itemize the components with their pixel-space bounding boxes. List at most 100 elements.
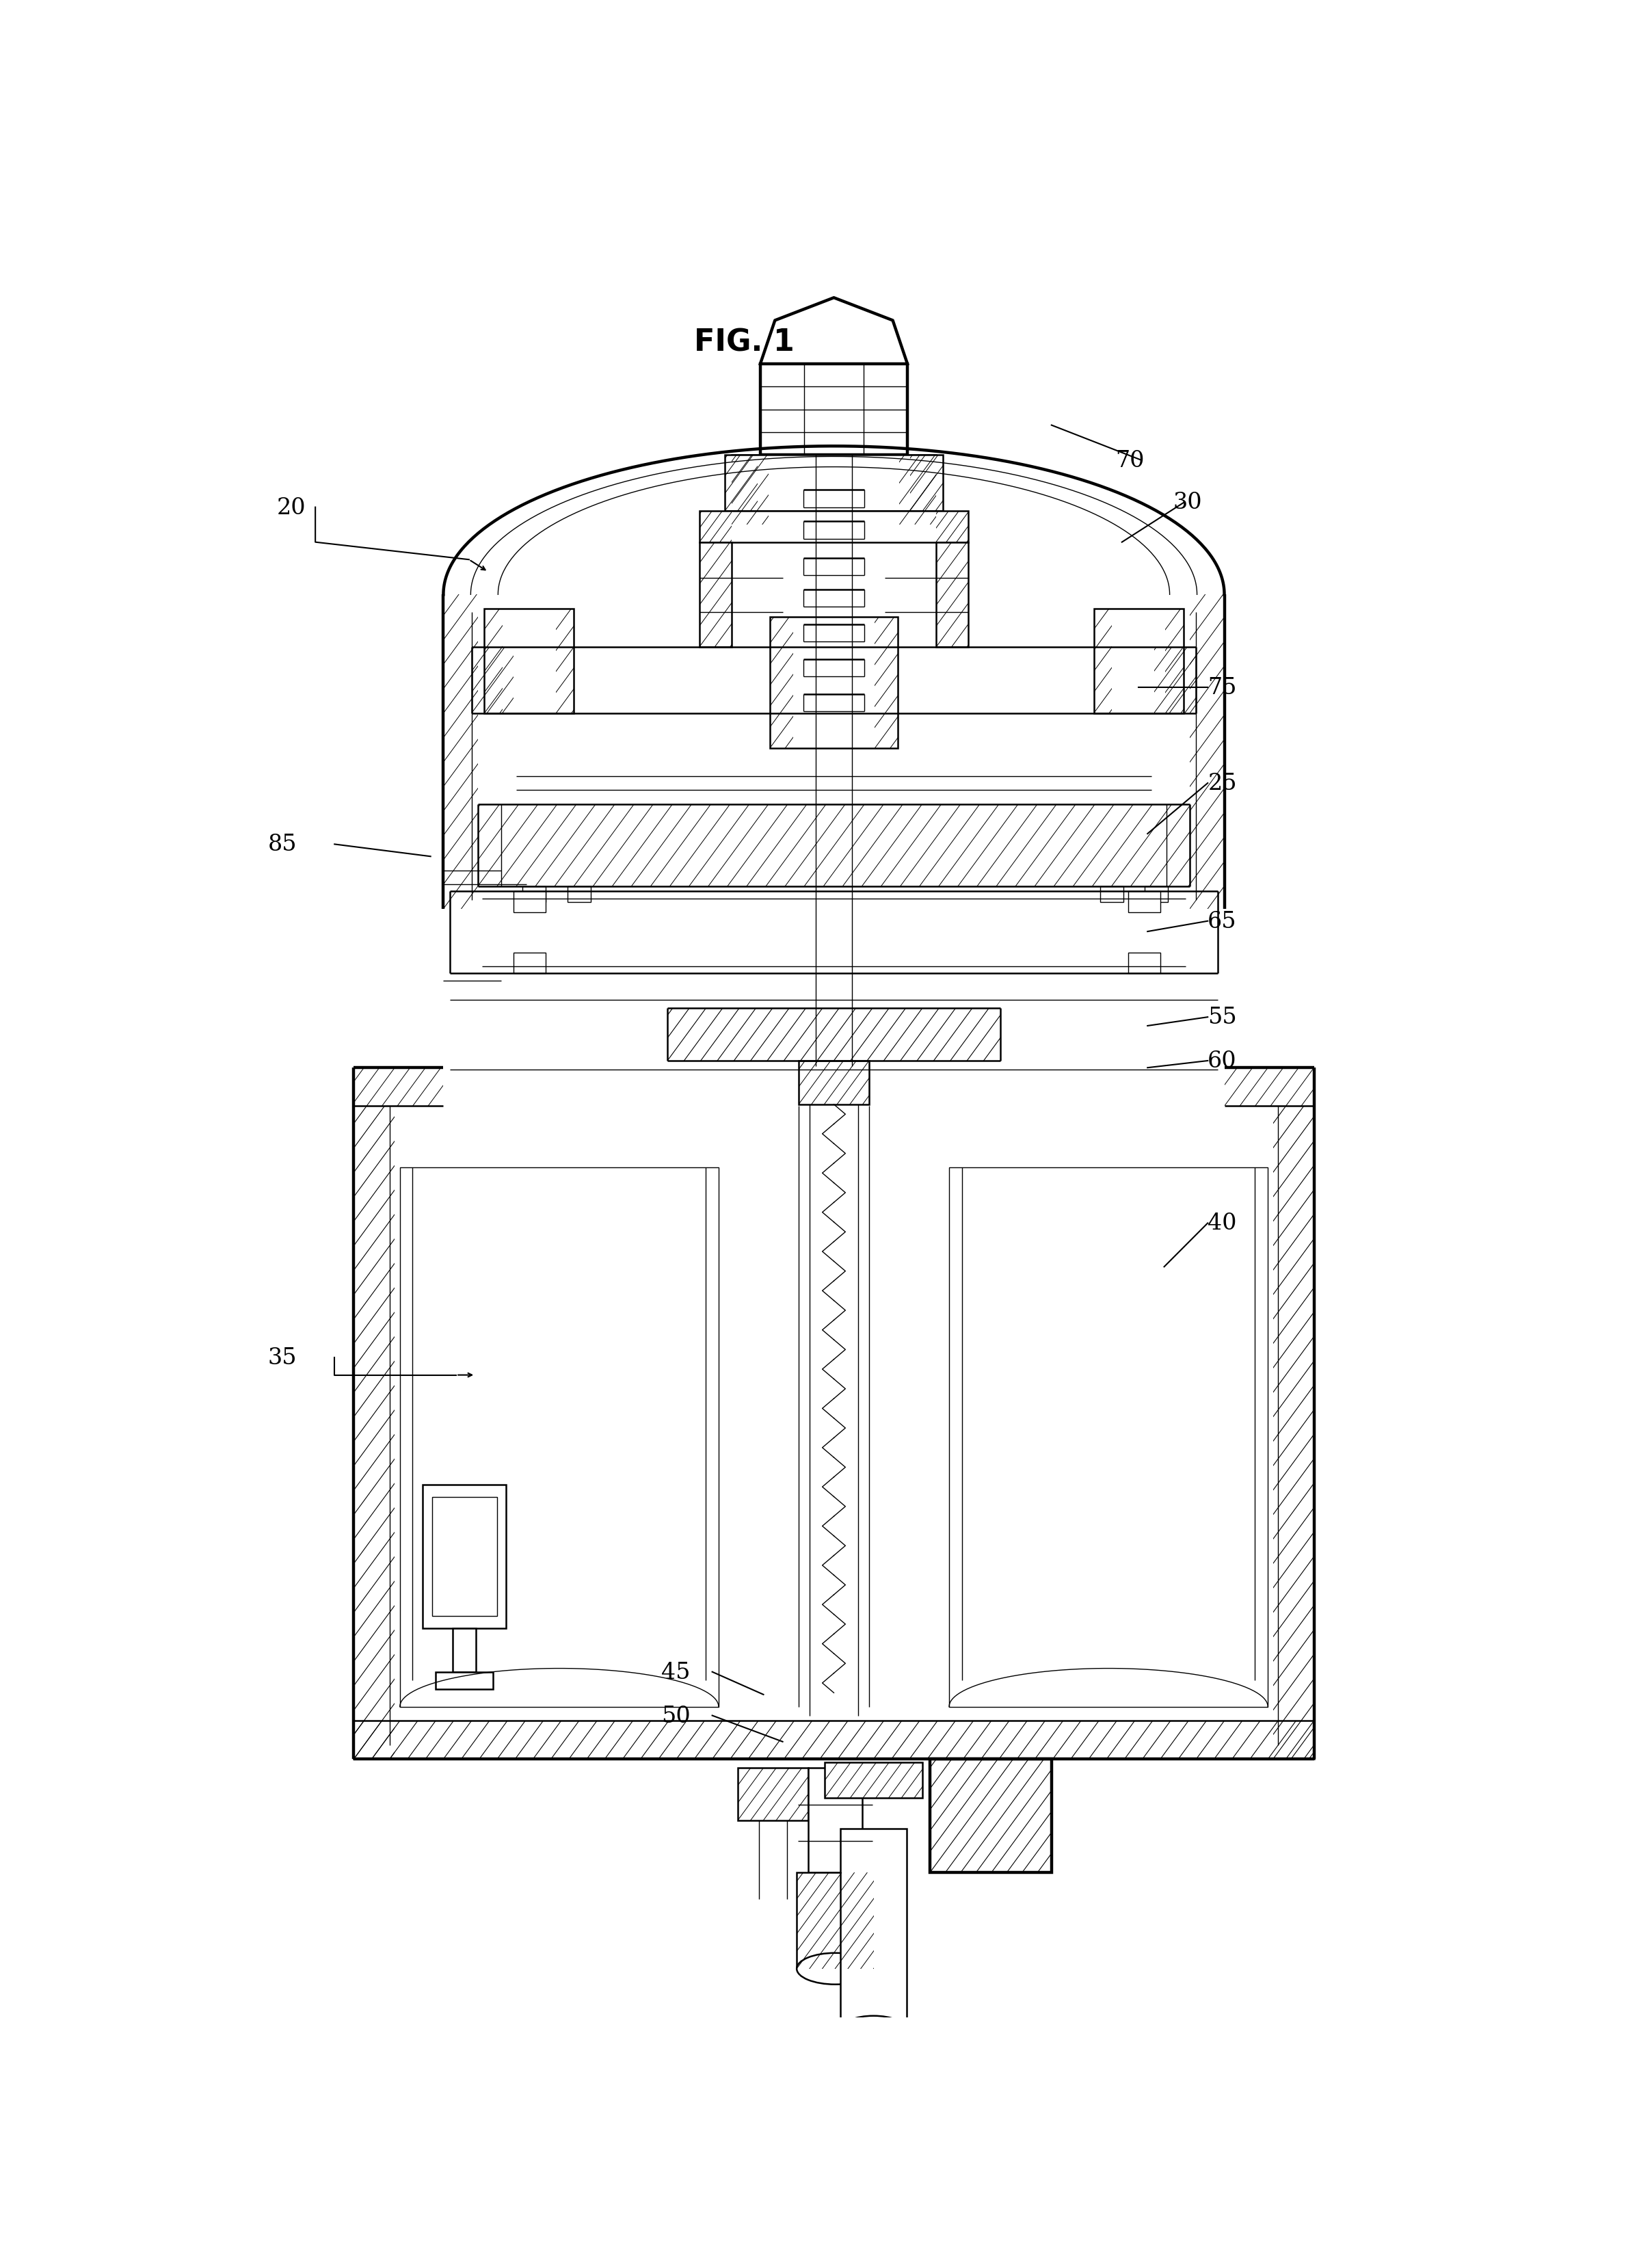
Bar: [930, 1759, 1051, 1873]
Bar: [354, 1106, 395, 1759]
Bar: [354, 1721, 1313, 1759]
Bar: [354, 1721, 1313, 1759]
Bar: [557, 610, 573, 714]
Bar: [824, 1764, 922, 1798]
Bar: [699, 510, 732, 542]
Bar: [796, 1873, 874, 1968]
Bar: [354, 1068, 443, 1106]
Bar: [471, 648, 514, 714]
Bar: [354, 1721, 1313, 1759]
Bar: [1274, 1106, 1313, 1759]
Bar: [1189, 594, 1224, 909]
Bar: [1274, 1106, 1313, 1759]
Bar: [354, 1106, 395, 1759]
Bar: [1094, 610, 1112, 714]
Bar: [354, 1106, 395, 1759]
Bar: [354, 1721, 1313, 1759]
Bar: [1094, 610, 1112, 714]
Bar: [354, 1106, 395, 1759]
Bar: [354, 1721, 1313, 1759]
Bar: [899, 456, 937, 526]
Bar: [738, 1768, 808, 1820]
Text: 20: 20: [278, 496, 306, 519]
Bar: [667, 1009, 999, 1061]
Bar: [1274, 1106, 1313, 1759]
Bar: [699, 542, 732, 648]
Bar: [770, 617, 793, 748]
Bar: [443, 594, 477, 909]
Bar: [477, 805, 1189, 886]
Bar: [443, 594, 477, 909]
Bar: [354, 1721, 1313, 1759]
Bar: [770, 617, 793, 748]
Bar: [1189, 594, 1224, 909]
Bar: [796, 1873, 874, 1968]
Bar: [667, 1009, 999, 1061]
Bar: [930, 1759, 1051, 1873]
Bar: [824, 1764, 922, 1798]
Bar: [354, 1106, 395, 1759]
Bar: [354, 1068, 443, 1106]
Bar: [354, 1721, 1313, 1759]
Bar: [796, 1873, 874, 1968]
Bar: [354, 1721, 1313, 1759]
Bar: [477, 805, 1189, 886]
Bar: [798, 1061, 869, 1104]
Bar: [354, 1106, 395, 1759]
Bar: [937, 542, 968, 648]
Bar: [770, 617, 793, 748]
Bar: [770, 617, 793, 748]
Text: 55: 55: [1208, 1007, 1237, 1029]
Bar: [699, 510, 732, 542]
Bar: [477, 805, 1189, 886]
Bar: [484, 610, 502, 714]
Bar: [354, 1721, 1313, 1759]
Bar: [557, 610, 573, 714]
Bar: [1128, 952, 1160, 975]
Bar: [910, 456, 943, 510]
Bar: [354, 1721, 1313, 1759]
Bar: [354, 1106, 395, 1759]
Bar: [824, 1764, 922, 1798]
Bar: [1153, 648, 1196, 714]
Bar: [738, 1768, 808, 1820]
Bar: [930, 1759, 1051, 1873]
Bar: [354, 1721, 1313, 1759]
Bar: [557, 610, 573, 714]
Bar: [443, 594, 477, 909]
Bar: [770, 617, 793, 748]
Bar: [910, 456, 943, 510]
Bar: [796, 1873, 874, 1968]
Bar: [1224, 1068, 1313, 1106]
Bar: [354, 1721, 1313, 1759]
Bar: [824, 1764, 922, 1798]
Bar: [477, 805, 1189, 886]
Bar: [354, 1106, 395, 1759]
Bar: [937, 510, 968, 542]
Bar: [477, 805, 1189, 886]
Bar: [354, 1106, 395, 1759]
Bar: [354, 1721, 1313, 1759]
Bar: [937, 542, 968, 648]
Bar: [667, 1009, 999, 1061]
Bar: [354, 1721, 1313, 1759]
Bar: [876, 617, 899, 748]
Bar: [1094, 610, 1112, 714]
Bar: [477, 805, 1189, 886]
Bar: [354, 1106, 395, 1759]
Bar: [354, 1721, 1313, 1759]
Bar: [354, 1721, 1313, 1759]
Bar: [738, 1768, 808, 1820]
Bar: [471, 648, 514, 714]
Bar: [1165, 610, 1183, 714]
Bar: [354, 1721, 1313, 1759]
Bar: [477, 805, 1189, 886]
Bar: [899, 456, 937, 526]
Bar: [1153, 648, 1196, 714]
Bar: [477, 805, 1189, 886]
Bar: [770, 617, 793, 748]
Bar: [443, 594, 477, 909]
Bar: [443, 594, 477, 909]
Bar: [354, 1721, 1313, 1759]
Bar: [910, 456, 943, 510]
